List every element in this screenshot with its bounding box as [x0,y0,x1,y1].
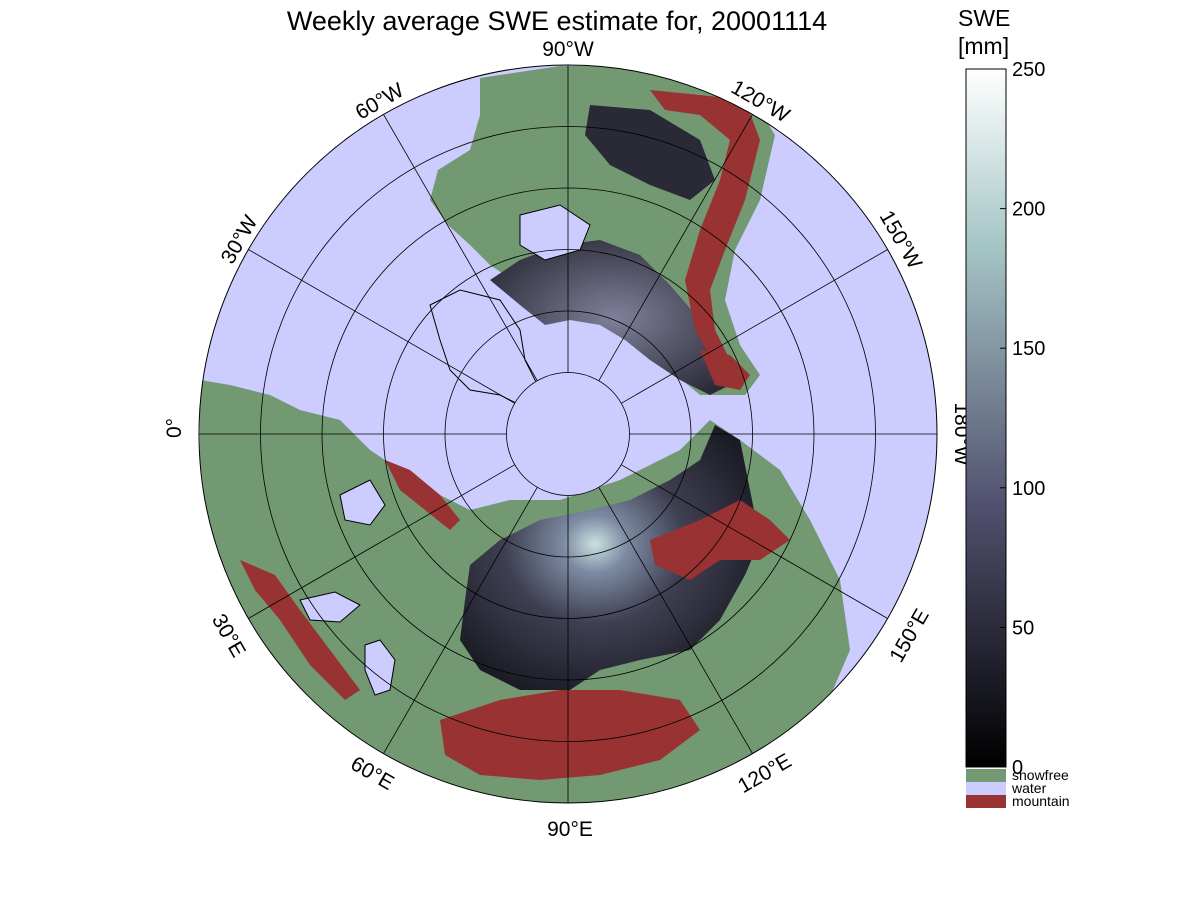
colorbar-tick-label: 0 [1012,757,1023,779]
snow-canada [490,240,740,395]
mountain-scandinavia [385,460,460,530]
meridian-line [621,464,888,619]
colorbar-title: SWE [958,5,1010,31]
colorbar: SWE [mm] 0 50 100 150 200 250 snowfreewatermo… [958,5,1070,809]
arctic-ocean-center [506,372,630,496]
mountain-rockies [650,90,760,365]
lon-label-90w: 90°W [542,38,594,61]
lon-label-30e: 30°E [207,610,250,661]
meridian-line [598,487,753,754]
mountain-alaska [700,350,750,390]
mountain-europe [240,560,360,700]
colorbar-unit: [mm] [958,33,1009,59]
polar-map: 90°W 60°W 120°W 30°W 150°W 0° 180°W 30°E… [163,38,973,841]
legend-swatch-snowfree [966,769,1006,782]
lon-label-60e: 60°E [347,752,398,795]
meridian-line [383,487,538,754]
legend-label-water: water [1011,780,1047,796]
legend-label-snowfree: snowfree [1012,767,1069,783]
colorbar-gradient [965,68,1007,768]
meridian-line [598,114,753,381]
snow-siberia [460,425,760,690]
legend-label-mountain: mountain [1012,793,1070,809]
colorbar-tick-label: 250 [1012,59,1045,81]
chart-title: Weekly average SWE estimate for, 2000111… [287,6,827,36]
meridian-line [248,464,515,619]
caspian-sea [364,639,396,696]
colorbar-tick-label: 150 [1012,338,1045,360]
mountain-asia [440,690,700,780]
meridian-line [383,114,538,381]
map-frame [198,64,938,804]
lon-label-150e: 150°E [885,605,934,666]
black-sea [299,591,361,623]
colorbar-tick-label: 200 [1012,199,1045,221]
colorbar-ticks: 0 50 100 150 200 250 [1000,59,1045,779]
colorbar-tick-label: 100 [1012,478,1045,500]
snow-canada-north [585,105,715,200]
meridian-line [621,249,888,404]
meridian-line [248,249,515,404]
lon-label-90e: 90°E [547,818,593,841]
baltic-sea [339,479,386,526]
legend-swatch-mountain [966,795,1006,808]
land-layer [200,66,850,803]
legend-swatch-water [966,782,1006,795]
lon-label-0: 0° [163,418,186,438]
graticule [199,65,937,803]
colorbar-tick-label: 50 [1012,617,1034,639]
mountain-east-siberia [650,500,790,580]
